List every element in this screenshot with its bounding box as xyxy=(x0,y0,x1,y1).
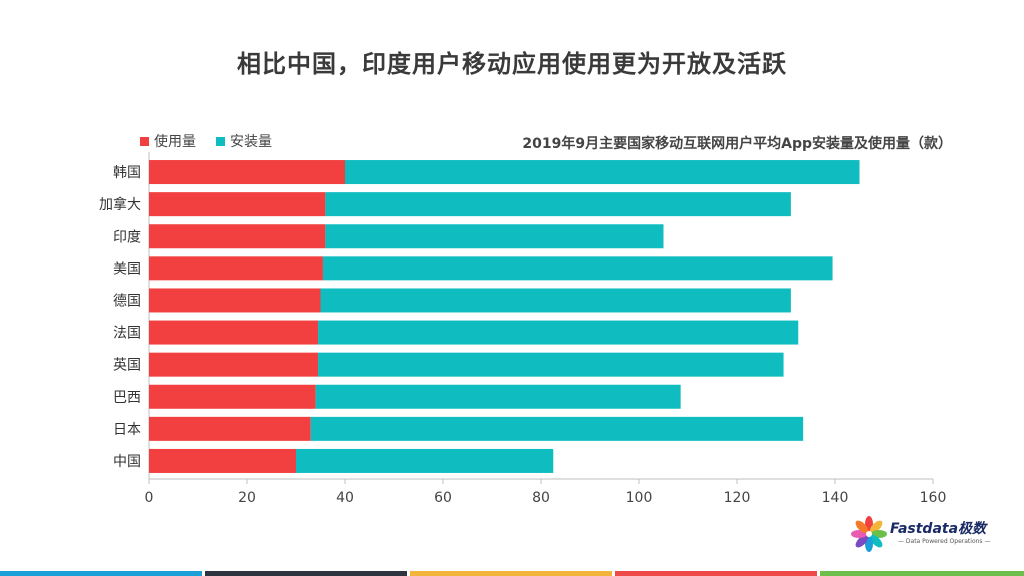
footer-segment xyxy=(820,571,1024,576)
y-tick-label: 法国 xyxy=(113,326,141,342)
install-bar xyxy=(318,352,784,377)
brand-logo: Fastdata极数 — Data Powered Operations — xyxy=(850,514,1000,554)
legend-item-install: 安装量 xyxy=(216,131,272,151)
footer-color-bar xyxy=(0,571,1024,576)
footer-segment xyxy=(615,571,817,576)
usage-bar xyxy=(149,416,311,441)
install-bar xyxy=(320,288,791,313)
x-tick-label: 140 xyxy=(822,490,849,506)
install-bar xyxy=(318,320,799,345)
x-tick-label: 40 xyxy=(336,490,354,506)
x-tick-label: 0 xyxy=(145,490,154,506)
usage-bar xyxy=(149,352,319,377)
install-bar xyxy=(345,160,860,185)
install-bar xyxy=(296,448,554,473)
usage-bar xyxy=(149,448,296,473)
y-tick-label: 中国 xyxy=(113,454,141,470)
install-bar xyxy=(322,256,833,281)
legend-install-label: 安装量 xyxy=(230,134,272,150)
usage-bar xyxy=(149,320,319,345)
install-bar xyxy=(310,416,804,441)
x-tick-label: 120 xyxy=(724,490,751,506)
slide-title: 相比中国，印度用户移动应用使用更为开放及活跃 xyxy=(237,50,787,78)
usage-bar xyxy=(149,160,345,185)
footer-segment xyxy=(0,571,202,576)
y-tick-label: 美国 xyxy=(113,261,141,277)
y-tick-label: 巴西 xyxy=(113,390,141,406)
usage-bar xyxy=(149,256,323,281)
install-bar xyxy=(325,224,664,249)
brand-name: Fastdata极数 xyxy=(890,521,987,537)
usage-bar xyxy=(149,384,316,409)
flower-logo-icon xyxy=(851,516,887,552)
install-bar xyxy=(325,192,791,217)
footer-segment xyxy=(410,571,612,576)
usage-bar xyxy=(149,224,326,249)
usage-bar xyxy=(149,288,321,313)
y-tick-label: 英国 xyxy=(113,357,141,374)
x-tick-label: 20 xyxy=(238,490,256,506)
install-bar xyxy=(315,384,681,409)
y-tick-label: 加拿大 xyxy=(99,196,141,213)
legend-item-usage: 使用量 xyxy=(140,131,196,151)
y-tick-label: 日本 xyxy=(113,422,141,438)
x-tick-label: 60 xyxy=(434,490,452,506)
usage-bar xyxy=(149,192,326,217)
x-tick-label: 100 xyxy=(626,490,653,506)
y-tick-label: 印度 xyxy=(113,229,141,245)
usage-swatch xyxy=(140,136,149,146)
legend-usage-label: 使用量 xyxy=(154,134,196,150)
x-tick-label: 80 xyxy=(532,490,550,506)
chart-title: 2019年9月主要国家移动互联网用户平均App安装量及使用量（款） xyxy=(522,136,952,152)
footer-segment xyxy=(205,571,407,576)
y-tick-label: 德国 xyxy=(113,293,141,309)
install-swatch xyxy=(216,136,225,146)
x-tick-label: 160 xyxy=(920,490,947,506)
brand-tagline: — Data Powered Operations — xyxy=(898,538,991,545)
chart-legend: 使用量 安装量 xyxy=(140,131,292,151)
y-tick-label: 韩国 xyxy=(113,165,141,181)
